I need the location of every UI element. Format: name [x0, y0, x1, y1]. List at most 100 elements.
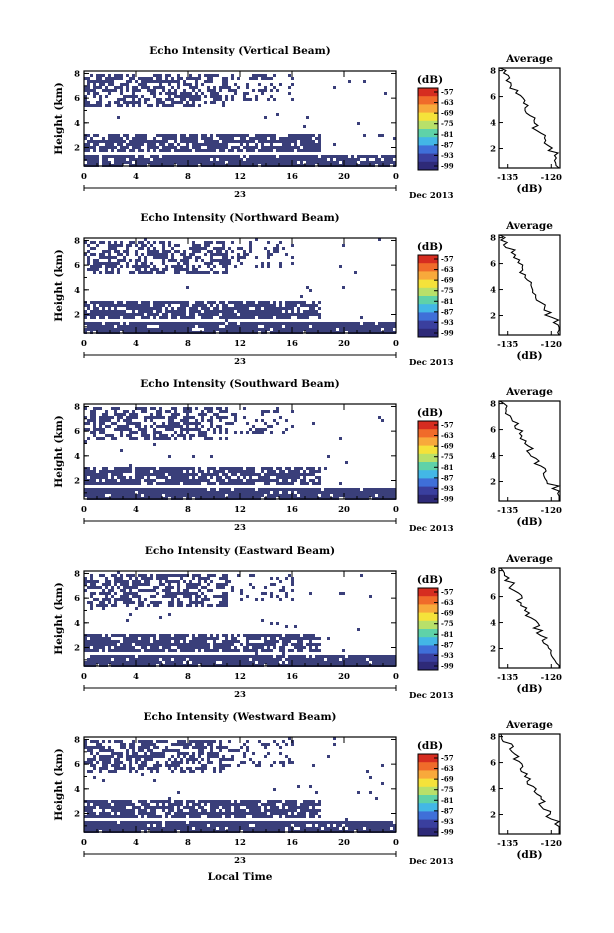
echo-cell [102, 304, 105, 307]
echo-cell [234, 491, 237, 494]
echo-cell [291, 134, 294, 137]
echo-cell [162, 637, 165, 640]
echo-cell [93, 434, 96, 437]
echo-cell [231, 470, 234, 473]
echo-cell [90, 740, 93, 743]
echo-cell [297, 307, 300, 310]
echo-cell [285, 482, 288, 485]
echo-cell [123, 586, 126, 589]
echo-cell [159, 649, 162, 652]
echo-cell [126, 470, 129, 473]
echo-cell [132, 416, 135, 419]
echo-cell [240, 470, 243, 473]
echo-cell [108, 80, 111, 83]
echo-cell [99, 419, 102, 422]
echo-cell [231, 328, 234, 331]
echo-cell [96, 473, 99, 476]
echo-cell [165, 494, 168, 497]
echo-cell [372, 661, 375, 664]
echo-cell [387, 488, 390, 491]
echo-cell [336, 161, 339, 164]
echo-cell [315, 482, 318, 485]
echo-cell [258, 316, 261, 319]
echo-cell [195, 407, 198, 410]
echo-cell [174, 407, 177, 410]
echo-cell [240, 307, 243, 310]
echo-cell [186, 649, 189, 652]
echo-cell [153, 265, 156, 268]
echo-cell [90, 574, 93, 577]
echo-cell [159, 482, 162, 485]
echo-cell [144, 574, 147, 577]
echo-cell [255, 491, 258, 494]
echo-cell [240, 134, 243, 137]
echo-cell [288, 316, 291, 319]
echo-cell [351, 494, 354, 497]
echo-cell [183, 437, 186, 440]
echo-cell [216, 307, 219, 310]
echo-cell [195, 256, 198, 259]
echo-cell [231, 241, 234, 244]
echo-cell [87, 827, 90, 830]
echo-cell [225, 601, 228, 604]
echo-cell [126, 137, 129, 140]
echo-cell [144, 256, 147, 259]
echo-cell [306, 149, 309, 152]
echo-cell [132, 661, 135, 664]
echo-cell [339, 265, 342, 268]
echo-cell [186, 482, 189, 485]
colorbar-swatch [418, 487, 438, 496]
echo-cell [261, 661, 264, 664]
echo-cell [276, 89, 279, 92]
echo-cell [159, 431, 162, 434]
echo-cell [204, 158, 207, 161]
echo-cell [132, 146, 135, 149]
echo-cell [102, 428, 105, 431]
echo-cell [177, 634, 180, 637]
echo-cell [228, 491, 231, 494]
echo-cell [234, 467, 237, 470]
echo-cell [198, 467, 201, 470]
echo-cell [102, 740, 105, 743]
echo-cell [90, 655, 93, 658]
echo-cell [99, 770, 102, 773]
echo-cell [231, 586, 234, 589]
echo-cell [180, 574, 183, 577]
echo-cell [213, 155, 216, 158]
echo-cell [246, 661, 249, 664]
echo-cell [294, 488, 297, 491]
echo-cell [306, 482, 309, 485]
echo-cell [306, 116, 309, 119]
echo-cell [144, 416, 147, 419]
echo-cell [135, 580, 138, 583]
echo-cell [153, 241, 156, 244]
echo-cell [273, 74, 276, 77]
echo-cell [198, 158, 201, 161]
echo-cell [306, 286, 309, 289]
echo-cell [285, 140, 288, 143]
echo-cell [261, 467, 264, 470]
colorbar-tick-label: -99 [441, 495, 454, 504]
echo-cell [144, 80, 147, 83]
colorbar-unit: (dB) [417, 407, 443, 419]
echo-cell [297, 646, 300, 649]
echo-cell [144, 407, 147, 410]
x-tick-label: 0 [393, 172, 399, 182]
echo-cell [264, 592, 267, 595]
echo-cell [102, 824, 105, 827]
echo-cell [153, 149, 156, 152]
echo-cell [213, 322, 216, 325]
echo-cell [201, 304, 204, 307]
echo-cell [198, 577, 201, 580]
echo-cell [138, 143, 141, 146]
echo-cell [195, 479, 198, 482]
echo-cell [288, 655, 291, 658]
echo-cell [96, 268, 99, 271]
echo-cell [147, 434, 150, 437]
echo-cell [150, 643, 153, 646]
echo-cell [117, 143, 120, 146]
echo-cell [288, 313, 291, 316]
echo-cell [135, 437, 138, 440]
echo-cell [153, 95, 156, 98]
echo-cell [87, 328, 90, 331]
